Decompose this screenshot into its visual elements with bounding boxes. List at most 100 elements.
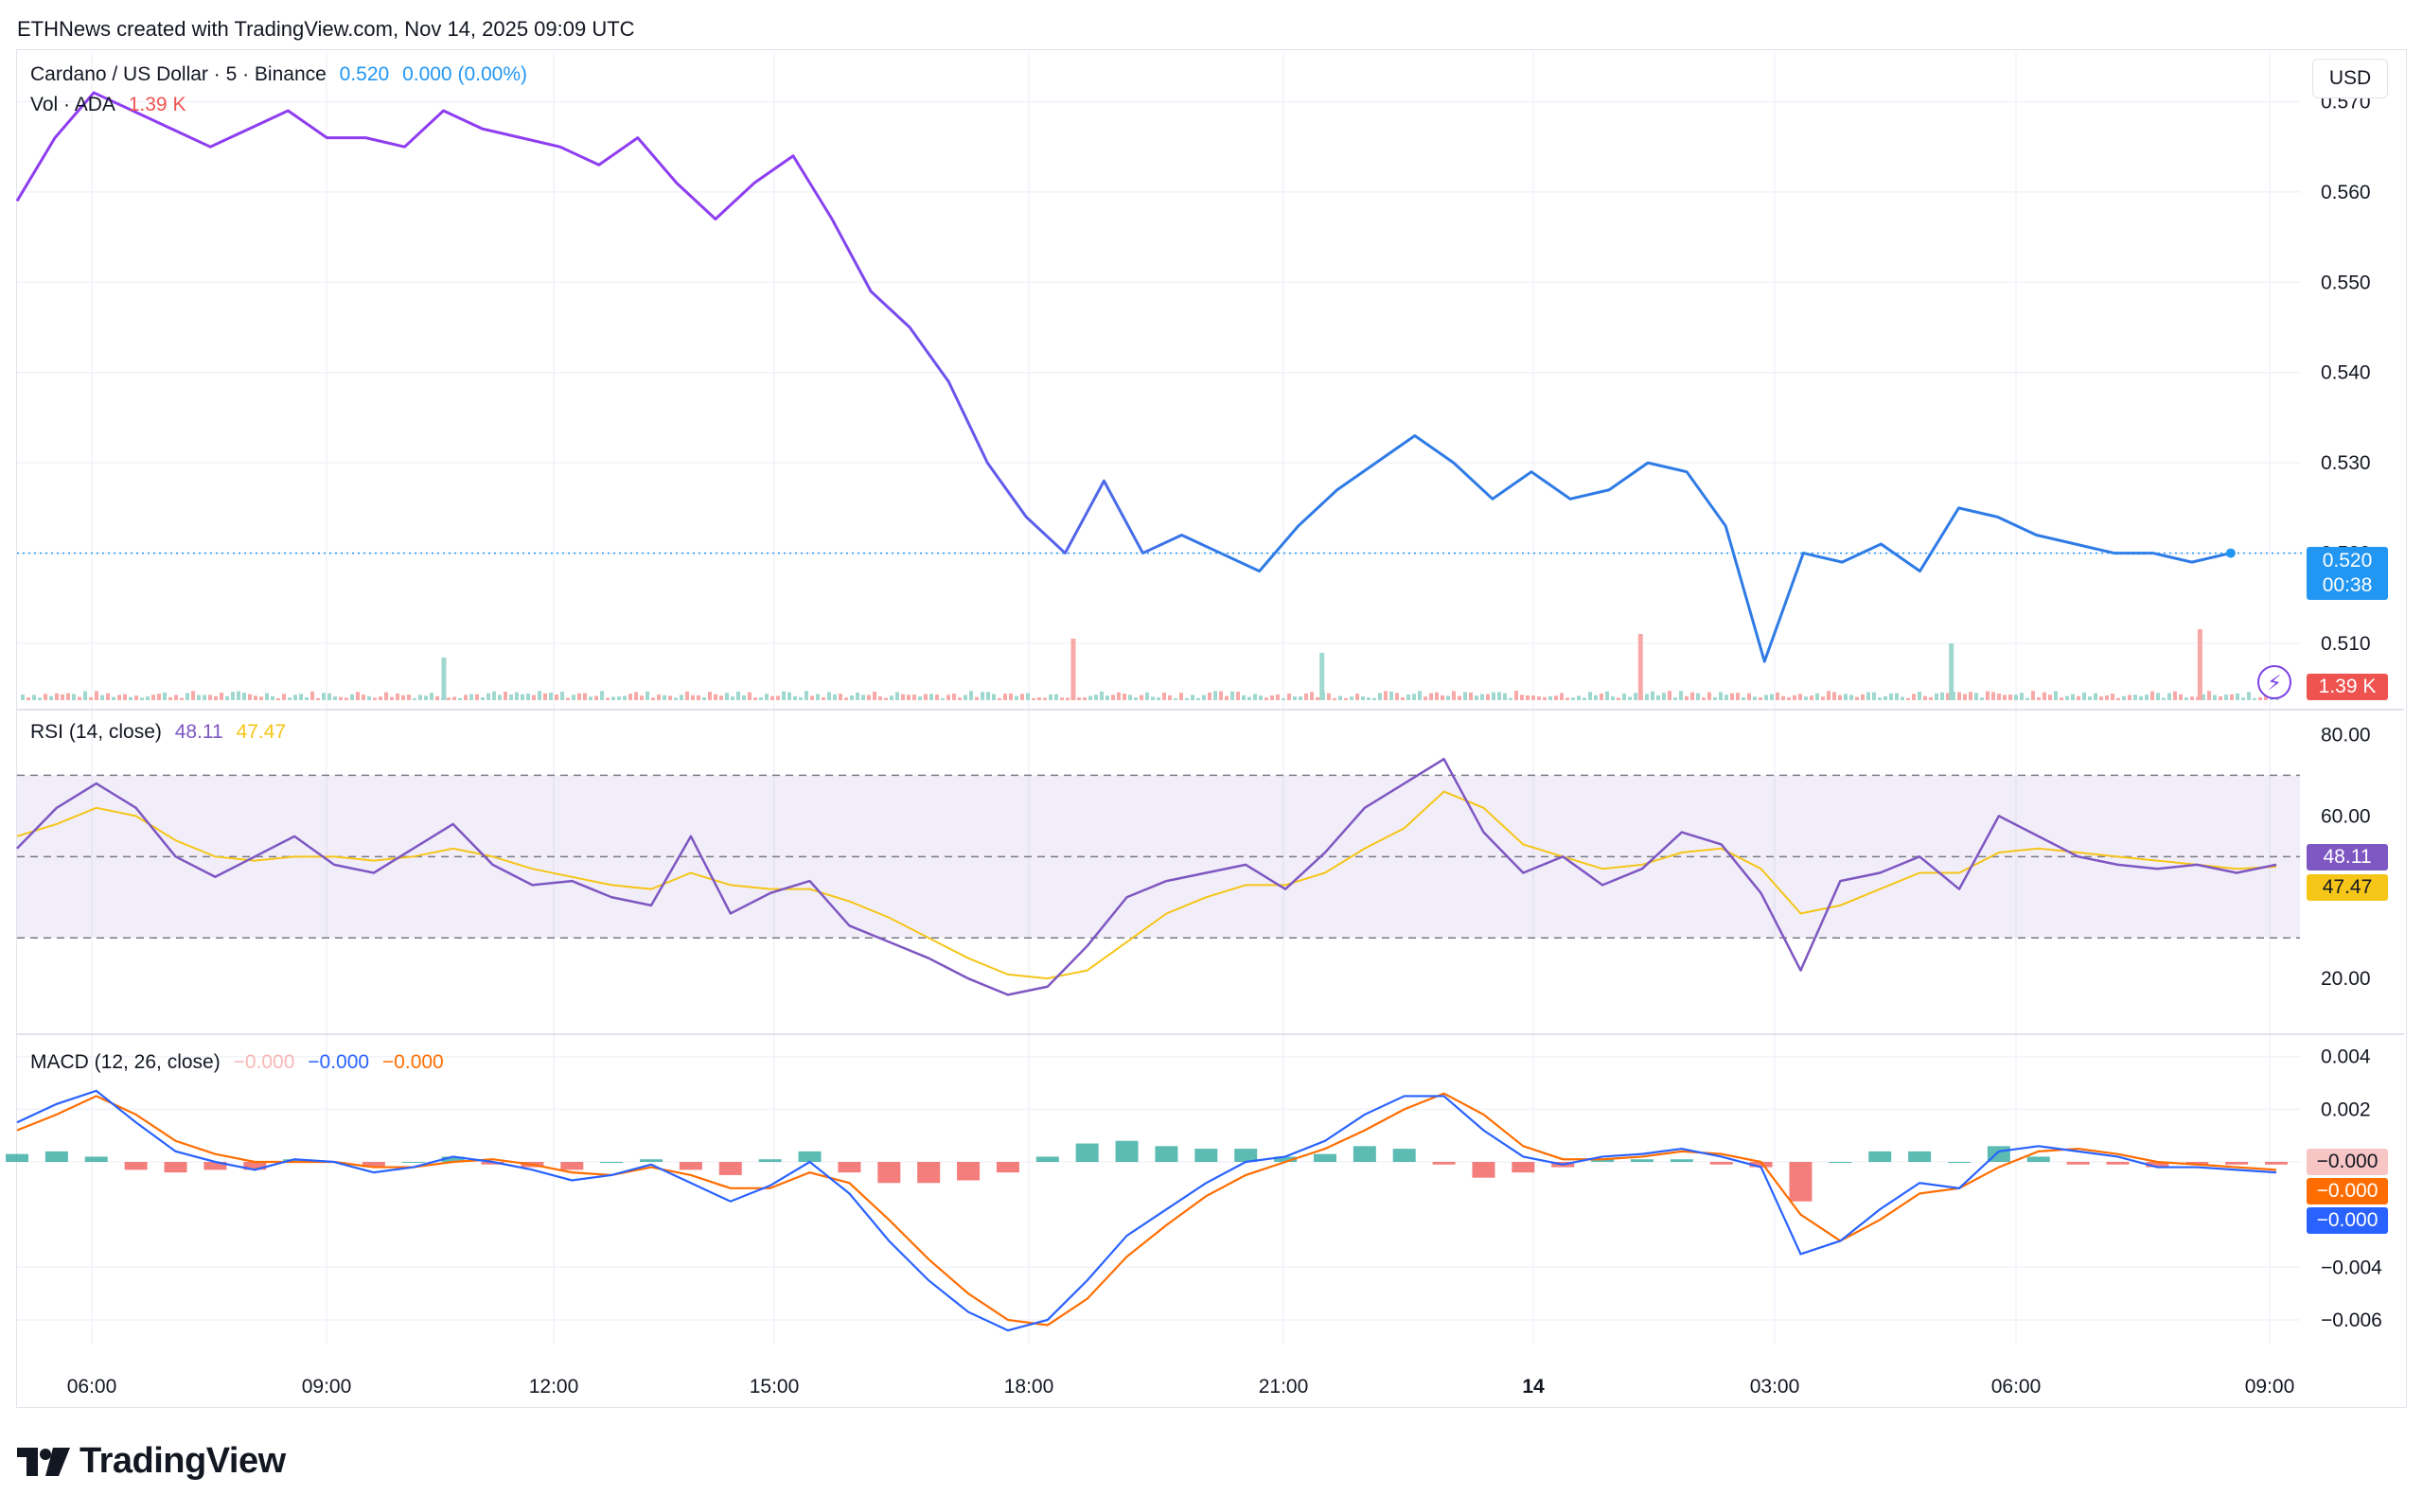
macd-hist-bar <box>1512 1162 1535 1173</box>
volume-bar <box>674 697 678 700</box>
tradingview-logo-icon <box>17 1447 70 1476</box>
macd-hist-bar <box>401 1162 425 1163</box>
tradingview-logo[interactable]: TradingView <box>17 1441 286 1482</box>
volume-bar <box>1906 697 1910 700</box>
volume-bar <box>174 694 178 700</box>
volume-bar <box>1637 634 1643 700</box>
volume-bar <box>1537 696 1541 700</box>
macd-label[interactable]: MACD (12, 26, close) <box>30 1051 221 1073</box>
volume-bar <box>1776 692 1779 700</box>
volume-bar <box>316 697 320 700</box>
volume-bar <box>2020 693 2024 700</box>
volume-bar <box>248 694 252 700</box>
volume-bar <box>95 691 98 700</box>
volume-bar <box>731 696 734 700</box>
volume-bar <box>208 694 212 700</box>
volume-bar <box>1247 696 1251 700</box>
volume-bar <box>912 694 916 700</box>
volume-bar <box>2037 697 2041 700</box>
rsi-label[interactable]: RSI (14, close) <box>30 721 162 743</box>
volume-bar <box>719 695 723 700</box>
volume-bar <box>1157 697 1160 700</box>
volume-bar <box>1219 691 1223 700</box>
volume-bar <box>1083 697 1087 700</box>
volume-bar <box>259 696 263 700</box>
volume-bar <box>1946 693 1950 700</box>
price-legend[interactable]: Cardano / US Dollar · 5 · Binance 0.520 … <box>30 63 535 86</box>
volume-bar <box>521 694 524 700</box>
volume-bar <box>549 692 553 700</box>
volume-bar <box>981 692 984 700</box>
volume-bar <box>492 691 496 700</box>
macd-hist-bar <box>6 1153 28 1162</box>
volume-bar <box>1333 697 1336 700</box>
volume-bar <box>1690 692 1694 700</box>
volume-bar <box>1276 694 1280 700</box>
volume-bar <box>1702 697 1706 700</box>
volume-bar <box>1747 693 1751 700</box>
rsi-line <box>16 757 2277 996</box>
macd-hist-bar <box>1749 1162 1773 1168</box>
volume-bar <box>1179 693 1183 700</box>
rsi-legend[interactable]: RSI (14, close) 48.11 47.47 <box>30 721 293 744</box>
volume-bar <box>1282 697 1285 700</box>
macd-hist-bar <box>996 1162 1019 1173</box>
volume-bar <box>1759 697 1762 700</box>
volume-bar <box>623 695 627 700</box>
volume-bar <box>1634 693 1637 700</box>
volume-bar <box>1384 691 1388 700</box>
volume-bar <box>2048 694 2052 700</box>
macd-hist-badge: −0.000 <box>2307 1149 2388 1175</box>
rsi-tick-label: 60.00 <box>2321 805 2371 827</box>
volume-bar <box>941 697 945 700</box>
macd-legend[interactable]: MACD (12, 26, close) −0.000 −0.000 −0.00… <box>30 1051 451 1074</box>
volume-legend[interactable]: Vol · ADA 1.39 K <box>30 94 193 116</box>
volume-bar <box>390 696 394 700</box>
currency-button[interactable]: USD <box>2312 59 2388 98</box>
volume-bar <box>753 697 757 700</box>
symbol-label[interactable]: Cardano / US Dollar · 5 · Binance <box>30 63 327 85</box>
volume-bar <box>2179 694 2183 700</box>
volume-bar <box>1509 697 1512 700</box>
volume-label[interactable]: Vol · ADA <box>30 94 115 115</box>
volume-bar <box>1026 693 1030 700</box>
volume-bar <box>901 694 905 700</box>
volume-bar <box>21 694 25 700</box>
volume-bar <box>1901 696 1904 700</box>
volume-bar <box>663 694 666 700</box>
volume-bar <box>441 658 447 700</box>
volume-bar <box>1123 694 1126 700</box>
volume-bar <box>958 697 962 700</box>
volume-bar <box>293 694 297 700</box>
rsi-tick-label: 80.00 <box>2321 724 2371 746</box>
macd-signal-badge: −0.000 <box>2307 1178 2388 1204</box>
volume-bar <box>1070 639 1076 700</box>
volume-bar <box>1531 695 1535 700</box>
volume-bar <box>1350 696 1353 700</box>
volume-bar <box>594 695 598 700</box>
volume-bar <box>163 692 167 700</box>
volume-bar <box>2003 694 2007 700</box>
volume-bar <box>1497 692 1501 700</box>
volume-bar <box>49 695 53 700</box>
volume-bar <box>327 693 331 700</box>
volume-bar <box>816 694 820 700</box>
volume-bar <box>458 697 462 700</box>
volume-bar <box>1003 694 1007 700</box>
volume-bar <box>1389 691 1393 700</box>
volume-bar <box>895 692 899 700</box>
volume-bar <box>1770 694 1774 700</box>
macd-hist-bar <box>1472 1162 1495 1178</box>
volume-bar <box>242 693 246 700</box>
volume-bar <box>890 695 893 700</box>
lightning-icon[interactable]: ⚡ <box>2257 665 2291 699</box>
volume-bar <box>2167 693 2171 700</box>
volume-bar <box>1798 694 1802 700</box>
volume-bar <box>691 694 695 700</box>
time-tick-label: 15:00 <box>750 1376 800 1398</box>
volume-bar <box>1991 692 1995 700</box>
volume-bar <box>2241 697 2245 700</box>
macd-tick-label: 0.002 <box>2321 1099 2371 1120</box>
volume-bar <box>1253 694 1257 700</box>
